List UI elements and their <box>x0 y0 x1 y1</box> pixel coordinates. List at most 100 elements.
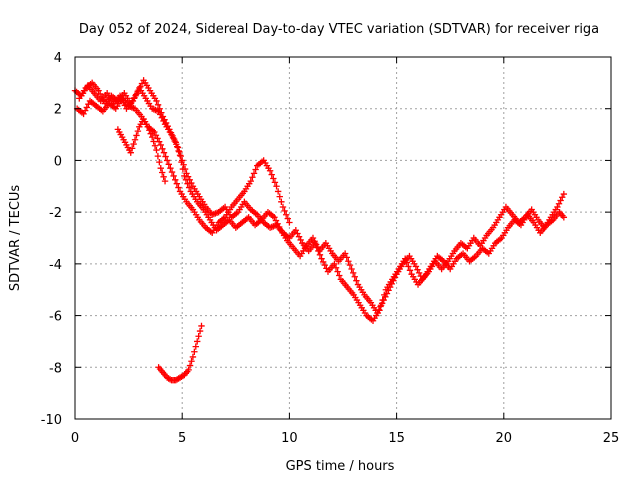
data-point <box>161 177 169 185</box>
data-point <box>286 219 293 226</box>
data-point <box>158 169 166 176</box>
data-point <box>164 122 171 130</box>
y-tick-label: -6 <box>49 310 62 325</box>
x-axis-label: GPS time / hours <box>286 459 395 474</box>
data-point <box>284 215 291 222</box>
data-point <box>170 135 178 143</box>
data-point <box>388 280 395 288</box>
data-point <box>131 136 139 143</box>
data-point <box>151 142 159 149</box>
data-point <box>349 269 357 277</box>
grid <box>75 57 611 419</box>
data-point <box>274 220 281 227</box>
data-point <box>414 266 421 273</box>
data-point <box>80 110 87 118</box>
data-point <box>297 236 304 244</box>
data-points <box>71 77 568 384</box>
data-point <box>196 327 204 335</box>
data-point <box>295 233 303 240</box>
data-point <box>311 238 318 245</box>
data-point <box>182 176 190 184</box>
data-point <box>282 211 290 218</box>
y-tick-label: -2 <box>49 206 62 221</box>
data-point <box>252 166 259 173</box>
data-point <box>309 234 317 242</box>
data-point <box>134 127 142 135</box>
data-point <box>172 176 179 184</box>
data-point <box>273 183 280 190</box>
data-point <box>375 306 383 313</box>
data-point <box>166 126 173 133</box>
data-point <box>159 113 167 120</box>
data-point <box>272 217 280 224</box>
data-point <box>390 277 397 284</box>
y-tick-label: 2 <box>54 103 62 118</box>
data-point <box>560 214 568 221</box>
data-point <box>151 128 158 136</box>
x-tick-label: 15 <box>388 431 405 446</box>
data-point <box>165 161 172 168</box>
data-point <box>130 140 137 148</box>
data-point <box>271 179 279 186</box>
data-point <box>192 343 199 350</box>
data-point <box>184 180 191 187</box>
data-point <box>158 109 165 116</box>
data-point <box>128 145 136 152</box>
data-point <box>268 171 275 178</box>
data-point <box>313 241 320 248</box>
data-point <box>380 296 387 304</box>
data-point <box>154 101 162 109</box>
data-point <box>147 130 154 137</box>
data-point <box>415 269 423 277</box>
data-point <box>133 132 140 139</box>
data-point <box>144 123 152 131</box>
data-point <box>127 149 134 156</box>
data-point <box>160 173 167 181</box>
data-point <box>557 197 564 204</box>
data-point <box>294 230 301 237</box>
data-point <box>160 149 168 156</box>
data-point <box>276 223 283 231</box>
data-point <box>378 300 386 307</box>
data-point <box>166 376 174 383</box>
data-point <box>162 119 170 127</box>
data-point <box>274 188 282 195</box>
data-point <box>318 255 325 262</box>
data-point <box>266 167 274 174</box>
data-point <box>153 97 160 105</box>
y-tick-label: 4 <box>54 51 62 66</box>
data-point <box>560 190 568 198</box>
data-point <box>179 165 187 173</box>
data-point <box>189 353 197 361</box>
data-point <box>554 203 561 211</box>
plot-frame <box>74 56 612 420</box>
data-point <box>175 184 182 191</box>
y-tick-label: -10 <box>41 413 62 428</box>
data-point <box>383 290 391 297</box>
data-point <box>155 138 163 145</box>
axes: 0 5 10 15 20 25 -10 -8 -6 -4 -2 0 2 4 <box>41 51 620 446</box>
data-point <box>319 258 327 266</box>
data-point <box>186 362 194 369</box>
data-point <box>150 138 157 145</box>
x-tick-label: 5 <box>178 431 186 446</box>
data-point <box>156 158 163 166</box>
data-point <box>249 174 256 181</box>
data-point <box>83 104 90 111</box>
data-point <box>188 358 195 365</box>
data-point <box>159 145 166 152</box>
data-point <box>271 214 278 221</box>
data-point <box>353 277 360 284</box>
data-point <box>153 146 160 154</box>
chart-title: Day 052 of 2024, Sidereal Day-to-day VTE… <box>79 22 599 37</box>
data-point <box>559 194 566 201</box>
data-point <box>167 164 174 172</box>
data-point <box>351 273 358 280</box>
data-point <box>406 267 414 274</box>
data-point <box>346 261 354 269</box>
data-point <box>412 263 420 270</box>
data-point <box>345 258 352 265</box>
data-point <box>148 133 156 141</box>
data-point <box>133 90 141 97</box>
